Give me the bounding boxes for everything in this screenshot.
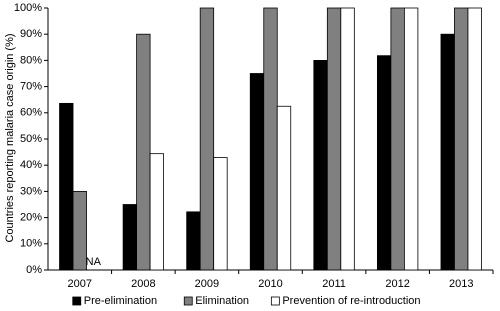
legend-label: Prevention of re-introduction bbox=[282, 295, 420, 307]
y-tick-label: 60% bbox=[20, 107, 42, 119]
bar bbox=[149, 153, 165, 271]
bar bbox=[122, 204, 138, 271]
y-tick-label: 40% bbox=[20, 159, 42, 171]
y-tick-label: 30% bbox=[20, 185, 42, 197]
x-tick-label: 2007 bbox=[68, 278, 92, 290]
bar bbox=[390, 7, 405, 271]
bar bbox=[263, 7, 278, 271]
y-tick-label: 10% bbox=[20, 238, 42, 250]
bar bbox=[467, 7, 482, 271]
x-tick-label: 2012 bbox=[385, 278, 409, 290]
y-tick-label: 70% bbox=[20, 81, 42, 93]
y-tick-label: 20% bbox=[20, 212, 42, 224]
bar bbox=[403, 7, 419, 271]
legend-swatch bbox=[183, 296, 193, 306]
bar bbox=[340, 7, 355, 271]
legend-label: Pre-elimination bbox=[84, 295, 157, 307]
legend-swatch bbox=[270, 296, 280, 306]
bar bbox=[440, 33, 455, 271]
y-tick-label: 0% bbox=[26, 264, 42, 276]
x-tick-label: 2009 bbox=[195, 278, 219, 290]
bar bbox=[72, 190, 87, 271]
x-tick-label: 2010 bbox=[258, 278, 282, 290]
bar bbox=[276, 105, 292, 271]
x-tick-label: 2008 bbox=[131, 278, 155, 290]
bar bbox=[59, 102, 74, 271]
y-tick-label: 50% bbox=[20, 133, 42, 145]
bar bbox=[313, 60, 328, 271]
x-tick-label: 2011 bbox=[322, 278, 346, 290]
bar bbox=[213, 157, 228, 271]
legend-label: Elimination bbox=[195, 295, 249, 307]
y-axis-label: Countries reporting malaria case origin … bbox=[4, 33, 16, 242]
bar bbox=[376, 55, 392, 271]
y-tick-label: 100% bbox=[14, 2, 42, 14]
bar bbox=[199, 7, 215, 271]
bar bbox=[249, 73, 265, 271]
bar bbox=[454, 7, 469, 271]
bar bbox=[326, 7, 342, 271]
legend-swatch bbox=[72, 296, 82, 306]
y-tick-label: 90% bbox=[20, 28, 42, 40]
x-tick-label: 2013 bbox=[449, 278, 473, 290]
bar bbox=[136, 33, 151, 271]
y-tick-label: 80% bbox=[20, 54, 42, 66]
bar bbox=[186, 211, 201, 271]
annotation: NA bbox=[86, 256, 102, 268]
